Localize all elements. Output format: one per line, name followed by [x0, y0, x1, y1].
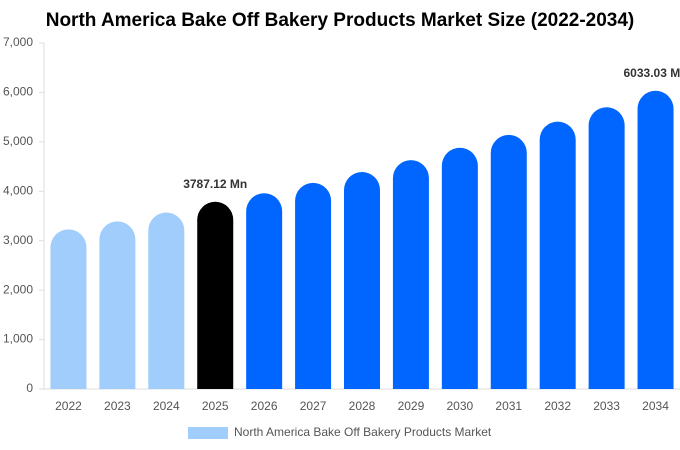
y-tick-label: 6,000 [3, 85, 33, 99]
x-tick-label: 2029 [398, 399, 425, 413]
data-label: 6033.03 Mn [624, 66, 680, 80]
x-tick-label: 2028 [349, 399, 376, 413]
bar [441, 147, 478, 389]
y-tick-label: 2,000 [3, 282, 33, 296]
legend-swatch [188, 427, 228, 439]
x-tick-label: 2031 [495, 399, 522, 413]
x-tick-label: 2027 [300, 399, 327, 413]
x-tick-label: 2024 [153, 399, 180, 413]
legend-label: North America Bake Off Bakery Products M… [234, 425, 492, 439]
x-tick-label: 2025 [202, 399, 229, 413]
bar [344, 172, 380, 389]
bar [637, 90, 674, 389]
y-tick-label: 7,000 [3, 35, 33, 49]
bar [490, 134, 527, 389]
bar [539, 121, 576, 390]
x-tick-label: 2032 [544, 399, 571, 413]
bar [246, 193, 283, 389]
bar [148, 212, 185, 389]
x-tick-label: 2026 [251, 399, 278, 413]
x-tick-label: 2030 [446, 399, 473, 413]
x-tick-label: 2022 [55, 399, 82, 413]
y-tick-label: 0 [26, 381, 33, 395]
y-tick-label: 5,000 [3, 134, 33, 148]
bar [295, 182, 332, 389]
y-tick-label: 1,000 [3, 332, 33, 346]
bar [392, 160, 429, 389]
y-tick-label: 4,000 [3, 183, 33, 197]
chart-title: North America Bake Off Bakery Products M… [46, 10, 635, 31]
x-tick-label: 2023 [104, 399, 131, 413]
x-tick-label: 2033 [593, 399, 620, 413]
x-tick-label: 2034 [642, 399, 669, 413]
bar [50, 229, 87, 389]
y-tick-label: 3,000 [3, 233, 33, 247]
bar [588, 107, 625, 389]
data-label: 3787.12 Mn [183, 177, 247, 191]
bar [197, 201, 234, 389]
bar [99, 221, 136, 389]
